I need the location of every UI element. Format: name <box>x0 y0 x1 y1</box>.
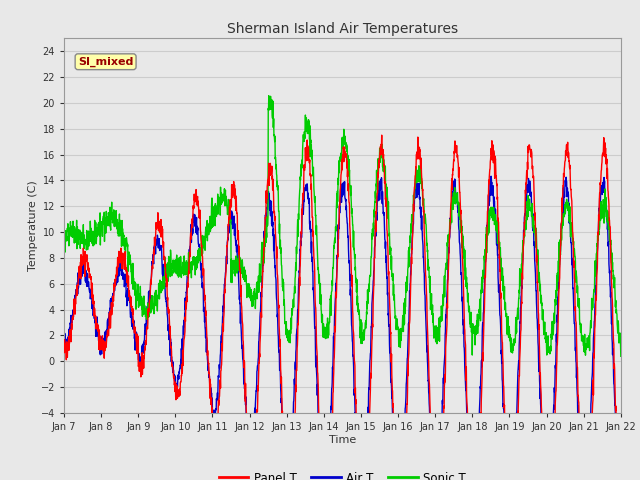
Y-axis label: Temperature (C): Temperature (C) <box>28 180 38 271</box>
Legend: Panel T, Air T, Sonic T: Panel T, Air T, Sonic T <box>214 467 471 480</box>
Text: SI_mixed: SI_mixed <box>78 57 133 67</box>
X-axis label: Time: Time <box>329 434 356 444</box>
Title: Sherman Island Air Temperatures: Sherman Island Air Temperatures <box>227 22 458 36</box>
